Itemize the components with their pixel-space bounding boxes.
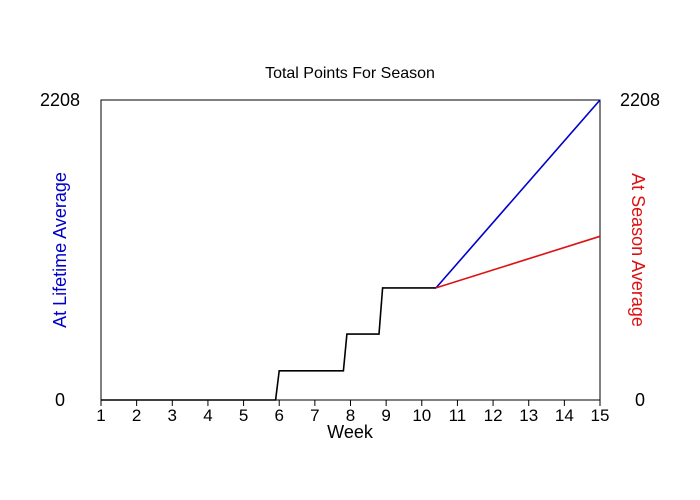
x-tick-label: 12	[484, 406, 503, 425]
chart-title: Total Points For Season	[265, 65, 435, 82]
x-tick-label: 5	[239, 406, 248, 425]
x-tick-label: 3	[168, 406, 177, 425]
series-line-lifetime	[435, 99, 601, 289]
x-tick-label: 8	[346, 406, 355, 425]
series-line-season	[435, 235, 601, 289]
x-tick-label: 15	[591, 406, 610, 425]
x-tick-label: 1	[96, 406, 105, 425]
x-tick-label: 7	[310, 406, 319, 425]
x-tick-label: 6	[274, 406, 283, 425]
x-tick-label: 14	[555, 406, 574, 425]
y-axis-label-left: At Lifetime Average	[50, 172, 70, 328]
x-axis-ticks: 1 2 3 4 5 6 7 8 9 10 11 12 13 14 15	[96, 400, 609, 425]
plot-area-frame	[100, 99, 601, 401]
y-axis-label-right: At Season Average	[628, 173, 648, 327]
x-tick-label: 10	[412, 406, 431, 425]
x-tick-label: 2	[132, 406, 141, 425]
y-tick-label-left: 0	[55, 390, 65, 410]
y-tick-label-right: 0	[635, 390, 645, 410]
x-tick-label: 13	[519, 406, 538, 425]
x-tick-label: 9	[381, 406, 390, 425]
x-tick-label: 11	[449, 406, 467, 425]
y-tick-label-right: 2208	[620, 90, 660, 110]
x-tick-label: 4	[203, 406, 212, 425]
x-axis-label: Week	[327, 422, 374, 442]
series-line-actual	[101, 287, 436, 401]
y-tick-label-left: 2208	[40, 90, 80, 110]
series-layer	[101, 99, 601, 401]
y-axis-ticks: 0 2208 0 2208	[40, 90, 660, 410]
